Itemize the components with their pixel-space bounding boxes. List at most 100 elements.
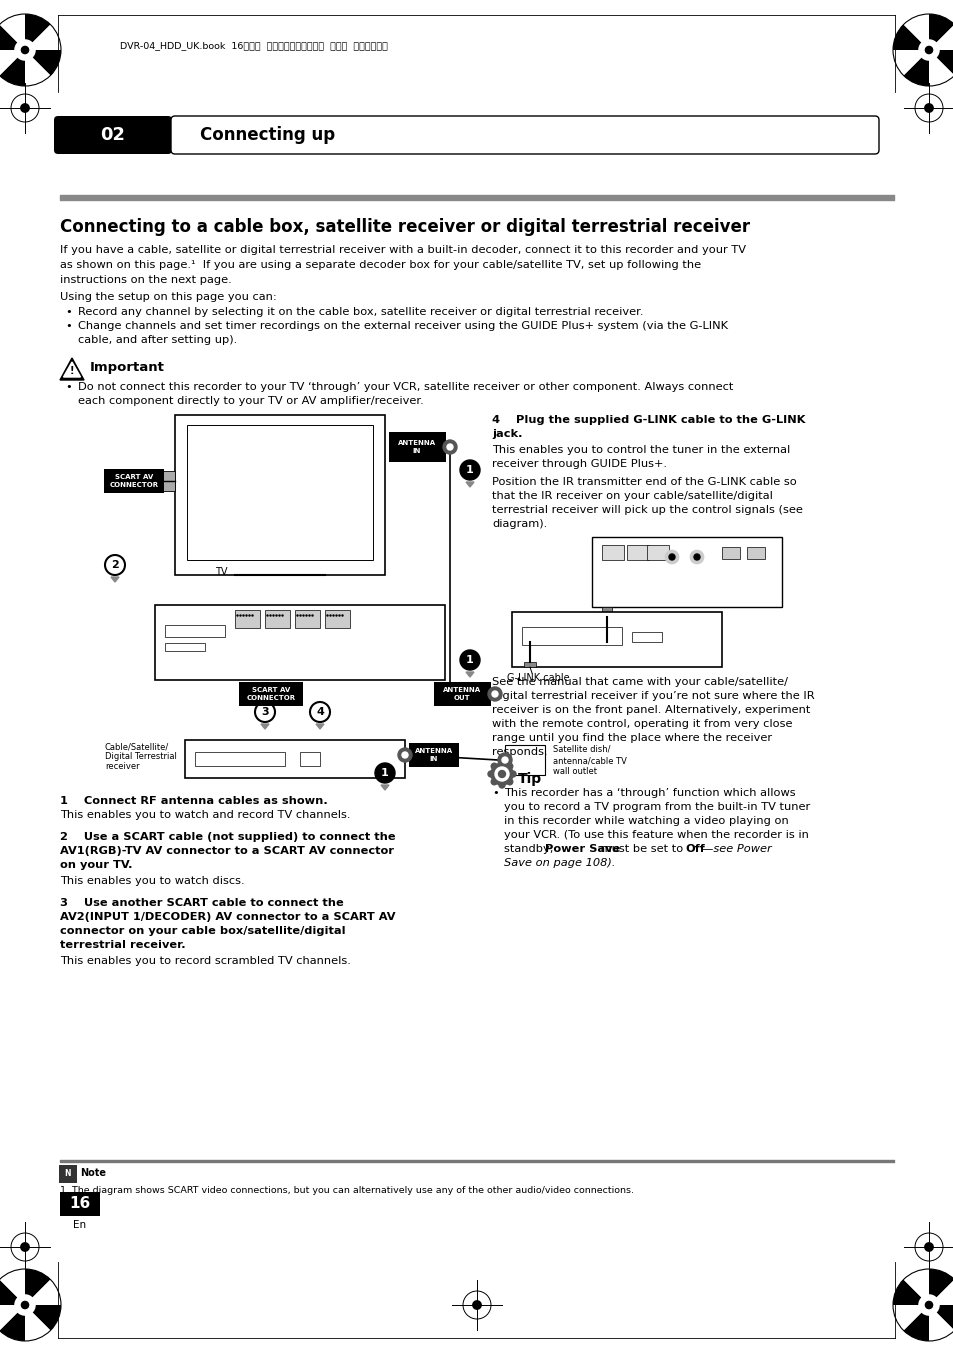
Text: Change channels and set timer recordings on the external receiver using the GUID: Change channels and set timer recordings… bbox=[78, 322, 727, 331]
Circle shape bbox=[488, 771, 494, 777]
Circle shape bbox=[21, 104, 30, 112]
Text: —see Power: —see Power bbox=[701, 844, 771, 854]
Circle shape bbox=[21, 1301, 29, 1309]
Text: 1: 1 bbox=[466, 465, 474, 476]
Text: terrestrial receiver.: terrestrial receiver. bbox=[60, 940, 186, 950]
Text: Using the setup on this page you can:: Using the setup on this page you can: bbox=[60, 292, 276, 303]
Wedge shape bbox=[25, 1305, 51, 1342]
Text: This enables you to watch discs.: This enables you to watch discs. bbox=[60, 875, 244, 886]
Text: standby,: standby, bbox=[503, 844, 557, 854]
Text: on your TV.: on your TV. bbox=[60, 861, 132, 870]
Wedge shape bbox=[892, 1279, 928, 1305]
FancyBboxPatch shape bbox=[523, 662, 536, 667]
Wedge shape bbox=[25, 1269, 51, 1305]
Circle shape bbox=[447, 444, 453, 450]
Circle shape bbox=[375, 763, 395, 784]
Text: ANTENNA
IN: ANTENNA IN bbox=[397, 440, 436, 454]
Wedge shape bbox=[928, 1305, 953, 1331]
Text: Satellite dish/: Satellite dish/ bbox=[553, 744, 610, 754]
Wedge shape bbox=[25, 24, 61, 50]
Circle shape bbox=[459, 459, 479, 480]
Wedge shape bbox=[25, 50, 51, 86]
Text: ANTENNA
IN: ANTENNA IN bbox=[415, 748, 453, 762]
Wedge shape bbox=[902, 14, 928, 50]
Text: Tip: Tip bbox=[517, 771, 541, 786]
Circle shape bbox=[918, 41, 938, 59]
Text: must be set to: must be set to bbox=[597, 844, 686, 854]
FancyBboxPatch shape bbox=[239, 682, 303, 707]
Wedge shape bbox=[928, 50, 953, 86]
FancyBboxPatch shape bbox=[60, 1192, 100, 1216]
Circle shape bbox=[459, 650, 479, 670]
Text: Save on page 108).: Save on page 108). bbox=[503, 858, 615, 867]
Text: 1  The diagram shows SCART video connections, but you can alternatively use any : 1 The diagram shows SCART video connecti… bbox=[60, 1186, 634, 1196]
Circle shape bbox=[924, 46, 932, 54]
Text: 2    Use a SCART cable (not supplied) to connect the: 2 Use a SCART cable (not supplied) to co… bbox=[60, 832, 395, 842]
FancyBboxPatch shape bbox=[631, 632, 661, 642]
Text: wall outlet: wall outlet bbox=[553, 767, 597, 775]
Text: Do not connect this recorder to your TV ‘through’ your VCR, satellite receiver o: Do not connect this recorder to your TV … bbox=[78, 382, 733, 392]
Text: 1    Connect RF antenna cables as shown.: 1 Connect RF antenna cables as shown. bbox=[60, 796, 328, 807]
Wedge shape bbox=[0, 24, 25, 50]
FancyBboxPatch shape bbox=[165, 626, 225, 638]
Text: This enables you to record scrambled TV channels.: This enables you to record scrambled TV … bbox=[60, 957, 351, 966]
Text: 16: 16 bbox=[70, 1197, 91, 1212]
Text: This enables you to watch and record TV channels.: This enables you to watch and record TV … bbox=[60, 811, 350, 820]
Polygon shape bbox=[111, 577, 119, 582]
Circle shape bbox=[498, 782, 504, 788]
Text: DVR-04_HDD_UK.book  16ページ  ２００４年９月１０日  金曜日  午後７時３分: DVR-04_HDD_UK.book 16ページ ２００４年９月１０日 金曜日 … bbox=[120, 42, 388, 50]
Wedge shape bbox=[928, 14, 953, 50]
Text: !: ! bbox=[70, 366, 74, 376]
FancyBboxPatch shape bbox=[626, 544, 648, 561]
Circle shape bbox=[401, 753, 408, 758]
Circle shape bbox=[498, 770, 505, 777]
Text: digital terrestrial receiver if you’re not sure where the IR: digital terrestrial receiver if you’re n… bbox=[492, 690, 814, 701]
Text: G-LINK cable: G-LINK cable bbox=[506, 673, 569, 684]
Text: receiver is on the front panel. Alternatively, experiment: receiver is on the front panel. Alternat… bbox=[492, 705, 809, 715]
Text: as shown on this page.¹  If you are using a separate decoder box for your cable/: as shown on this page.¹ If you are using… bbox=[60, 259, 700, 270]
Circle shape bbox=[491, 763, 513, 785]
Text: Record any channel by selecting it on the cable box, satellite receiver or digit: Record any channel by selecting it on th… bbox=[78, 307, 643, 317]
Circle shape bbox=[492, 690, 497, 697]
Wedge shape bbox=[0, 50, 25, 76]
FancyBboxPatch shape bbox=[409, 743, 458, 767]
Circle shape bbox=[491, 778, 497, 785]
Text: 02: 02 bbox=[100, 126, 126, 145]
Wedge shape bbox=[0, 1305, 25, 1342]
FancyBboxPatch shape bbox=[746, 547, 764, 559]
FancyBboxPatch shape bbox=[104, 469, 164, 493]
Text: you to record a TV program from the built-in TV tuner: you to record a TV program from the buil… bbox=[503, 802, 809, 812]
Wedge shape bbox=[892, 50, 928, 76]
Circle shape bbox=[442, 440, 456, 454]
Polygon shape bbox=[380, 785, 389, 790]
Text: If you have a cable, satellite or digital terrestrial receiver with a built-in d: If you have a cable, satellite or digita… bbox=[60, 245, 745, 255]
Text: each component directly to your TV or AV amplifier/receiver.: each component directly to your TV or AV… bbox=[78, 396, 423, 407]
Wedge shape bbox=[902, 1305, 928, 1342]
Text: in this recorder while watching a video playing on: in this recorder while watching a video … bbox=[503, 816, 788, 825]
Text: 3    Use another SCART cable to connect the: 3 Use another SCART cable to connect the bbox=[60, 898, 343, 908]
Wedge shape bbox=[928, 1279, 953, 1305]
Circle shape bbox=[506, 763, 513, 769]
Text: Cable/Satellite/: Cable/Satellite/ bbox=[105, 742, 169, 751]
Circle shape bbox=[491, 763, 497, 769]
FancyBboxPatch shape bbox=[157, 471, 174, 490]
Text: terrestrial receiver will pick up the control signals (see: terrestrial receiver will pick up the co… bbox=[492, 505, 802, 515]
Wedge shape bbox=[0, 50, 25, 86]
Wedge shape bbox=[928, 1305, 953, 1342]
Text: 4    Plug the supplied G-LINK cable to the G-LINK: 4 Plug the supplied G-LINK cable to the … bbox=[492, 415, 804, 426]
FancyBboxPatch shape bbox=[187, 426, 373, 561]
FancyBboxPatch shape bbox=[504, 744, 544, 775]
Circle shape bbox=[498, 761, 504, 766]
Text: 2: 2 bbox=[111, 561, 119, 570]
Wedge shape bbox=[928, 1269, 953, 1305]
Text: 1: 1 bbox=[381, 767, 389, 778]
Circle shape bbox=[488, 688, 501, 701]
Circle shape bbox=[501, 757, 507, 763]
Wedge shape bbox=[928, 50, 953, 76]
Circle shape bbox=[473, 1301, 480, 1309]
Wedge shape bbox=[25, 1279, 61, 1305]
Text: See the manual that came with your cable/satellite/: See the manual that came with your cable… bbox=[492, 677, 787, 688]
FancyBboxPatch shape bbox=[185, 740, 405, 778]
FancyBboxPatch shape bbox=[325, 611, 350, 628]
FancyBboxPatch shape bbox=[299, 753, 319, 766]
